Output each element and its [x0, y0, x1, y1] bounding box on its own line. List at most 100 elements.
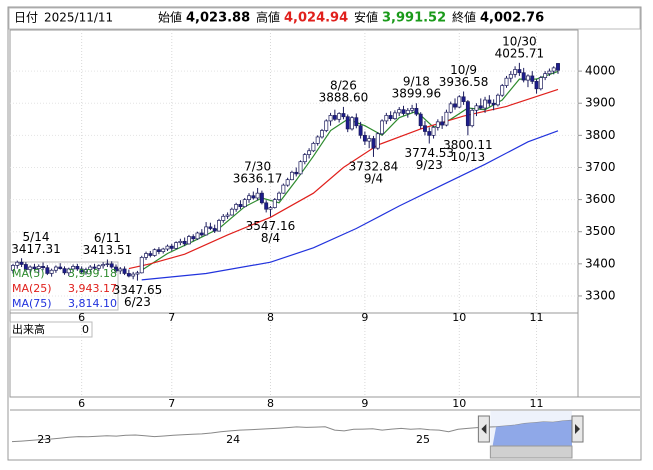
- candle-body: [96, 265, 101, 269]
- candle-body: [504, 77, 509, 86]
- candle-body: [328, 115, 333, 122]
- x-tick-label: 11: [530, 397, 544, 410]
- candle-body: [122, 268, 127, 274]
- candle-body: [491, 102, 496, 106]
- candle-body: [526, 75, 530, 81]
- volume-label: 出来高: [12, 322, 45, 336]
- candle-body: [534, 81, 539, 90]
- candle-body: [380, 120, 385, 135]
- navigator-tick-label: 23: [37, 433, 51, 446]
- candle-body: [350, 117, 354, 130]
- header-value: 4,024.94: [284, 11, 348, 26]
- candle-body: [28, 266, 33, 270]
- y-tick-label: 3800: [585, 128, 616, 142]
- candle-body: [84, 269, 88, 273]
- x-tick-label: 11: [530, 311, 544, 324]
- candle-body: [23, 264, 28, 270]
- legend-value: 3,814.10: [68, 297, 117, 310]
- x-tick-label: 7: [168, 397, 175, 410]
- header-label: 安値: [354, 10, 378, 25]
- y-tick-label: 3900: [585, 96, 616, 110]
- candle-body: [156, 249, 161, 252]
- annotation-date: 9/4: [364, 171, 383, 185]
- annotation-value: 3636.17: [233, 171, 283, 185]
- x-tick-label: 9: [361, 397, 368, 410]
- annotation-value: 3888.60: [319, 90, 369, 104]
- header-value: 4,023.88: [186, 11, 250, 26]
- candle-body: [315, 136, 320, 144]
- annotation-date: 9/18: [403, 75, 430, 89]
- candle-body: [332, 115, 337, 120]
- candle-body: [281, 184, 286, 194]
- x-tick-label: 6: [78, 311, 85, 324]
- candle-body: [255, 192, 260, 199]
- candle-body: [388, 115, 393, 119]
- x-tick-label: 9: [361, 311, 368, 324]
- candle-body: [405, 109, 410, 114]
- candle-body: [375, 133, 380, 149]
- candle-body: [289, 171, 294, 181]
- candle-body: [414, 108, 419, 115]
- candle-body: [457, 96, 462, 108]
- header-box: [8, 7, 641, 30]
- x-tick-label: 8: [267, 397, 274, 410]
- candle-body: [88, 266, 93, 270]
- candle-body: [478, 105, 483, 109]
- volume-value: 0: [82, 323, 89, 336]
- candle-body: [199, 232, 204, 236]
- annotation-value: 3936.58: [439, 75, 489, 89]
- legend-label: MA(75): [12, 297, 52, 310]
- y-tick-label: 3600: [585, 192, 616, 206]
- candle-body: [204, 226, 209, 236]
- candle-body: [547, 70, 552, 75]
- annotation-date: 6/23: [124, 295, 151, 309]
- candle-body: [285, 179, 290, 186]
- candle-body: [225, 214, 230, 217]
- candle-body: [152, 249, 157, 256]
- candle-body: [543, 73, 548, 78]
- annotation-date: 10/30: [502, 34, 537, 48]
- candle-body: [45, 267, 50, 274]
- x-tick-label: 7: [168, 311, 175, 324]
- candle-body: [66, 268, 71, 274]
- y-tick-label: 3500: [585, 224, 616, 238]
- candle-body: [371, 138, 376, 149]
- candle-body: [53, 266, 58, 271]
- annotation-date: 10/9: [450, 63, 477, 77]
- candle-body: [423, 125, 427, 132]
- candle-body: [268, 207, 273, 210]
- annotation-value: 4025.71: [495, 46, 545, 60]
- candle-body: [165, 245, 170, 250]
- candle-body: [431, 126, 436, 136]
- candle-body: [19, 261, 24, 265]
- candle-body: [513, 69, 518, 75]
- navigator-tick-label: 25: [416, 433, 430, 446]
- candle-body: [178, 240, 183, 243]
- x-tick-label: 10: [452, 397, 466, 410]
- candle-body: [208, 226, 213, 229]
- candle-body: [453, 103, 457, 108]
- x-tick-label: 8: [267, 311, 274, 324]
- candle-body: [483, 99, 487, 109]
- annotation-date: 9/23: [416, 158, 443, 172]
- candle-body: [474, 105, 479, 111]
- candle-body: [221, 215, 226, 221]
- candle-body: [264, 202, 269, 210]
- scroll-arrow: [481, 424, 487, 434]
- annotation-value: 3413.51: [83, 243, 133, 257]
- x-tick-label: 6: [78, 397, 85, 410]
- candle-body: [186, 236, 191, 245]
- candle-body: [131, 273, 136, 277]
- candle-body: [345, 116, 350, 130]
- candle-body: [15, 261, 20, 266]
- candle-body: [144, 253, 148, 258]
- scrollbar[interactable]: [489, 445, 573, 459]
- candle-body: [298, 161, 303, 175]
- candle-body: [362, 134, 367, 142]
- annotation-date: 6/11: [94, 231, 121, 245]
- scroll-arrow: [575, 424, 580, 434]
- annotation-date: 8/26: [330, 78, 357, 92]
- candle-body: [324, 120, 329, 131]
- candle-body: [538, 77, 543, 90]
